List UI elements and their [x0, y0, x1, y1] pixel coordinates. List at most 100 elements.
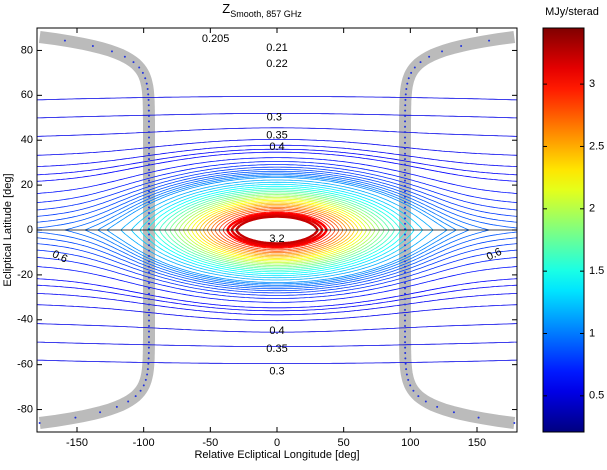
contour-line	[37, 161, 517, 299]
ecliptic-dot	[147, 152, 150, 155]
ecliptic-dot	[404, 131, 407, 134]
ecliptic-dot	[147, 158, 150, 161]
ecliptic-dot	[148, 255, 150, 258]
ecliptic-dot	[127, 400, 130, 403]
contour-label: 0.22	[266, 58, 287, 70]
contour-line	[37, 151, 517, 309]
x-tick-label: 150	[468, 437, 486, 449]
ecliptic-dot	[147, 335, 150, 338]
y-tick-label: 60	[21, 89, 33, 101]
y-axis-label: Ecliptical Latitude [deg]	[2, 173, 14, 286]
ecliptic-dot	[148, 287, 150, 290]
ecliptic-dot	[148, 195, 150, 198]
ecliptic-dot	[404, 271, 406, 274]
colorbar-tick-label: 1	[589, 327, 595, 339]
ecliptic-dot	[147, 314, 150, 317]
ecliptic-dot	[146, 88, 149, 91]
contour-label: 0.4	[269, 141, 284, 153]
contour-line	[37, 144, 517, 316]
ecliptic-dot	[404, 190, 406, 193]
ecliptic-dot	[148, 281, 150, 284]
ecliptic-dot	[404, 206, 406, 209]
y-tick-label: 0	[27, 224, 33, 236]
ecliptic-dot	[147, 341, 150, 344]
x-tick-label: -50	[202, 437, 218, 449]
ecliptic-dot	[404, 287, 406, 290]
ecliptic-dot	[147, 330, 150, 333]
contour-line	[210, 206, 344, 254]
contour-line	[203, 204, 351, 256]
ecliptic-dot	[147, 319, 150, 322]
ecliptic-dot	[477, 416, 480, 419]
ecliptic-dot	[148, 185, 150, 188]
contour-line	[153, 187, 401, 273]
ecliptic-dot	[404, 136, 407, 139]
ecliptic-dot	[147, 325, 150, 328]
ecliptic-dot	[147, 109, 150, 112]
contour-line	[37, 157, 517, 303]
contour-line	[222, 211, 332, 249]
ecliptic-dot	[147, 104, 150, 107]
ecliptic-dot	[139, 389, 142, 392]
ecliptic-dot	[148, 249, 150, 252]
ecliptic-dot	[404, 238, 406, 241]
colorbar-tick-label: 3	[589, 78, 595, 90]
ecliptic-dot	[147, 125, 150, 128]
ecliptic-dot	[147, 292, 150, 295]
ecliptic-dot	[404, 104, 407, 107]
ecliptic-dot	[404, 147, 407, 150]
ecliptic-dot	[148, 190, 150, 193]
ecliptic-dot	[147, 93, 150, 96]
ecliptic-dot	[404, 168, 406, 171]
ecliptic-dot	[405, 88, 408, 91]
ecliptic-dot	[147, 120, 150, 123]
ecliptic-dot	[404, 233, 406, 236]
contour-label: 0.6	[50, 248, 69, 265]
ecliptic-dot	[132, 61, 135, 64]
contour-line	[131, 181, 423, 279]
ecliptic-dot	[404, 120, 407, 123]
ecliptic-dot	[513, 422, 516, 425]
ecliptic-dot	[404, 351, 407, 354]
ecliptic-dot	[147, 346, 150, 349]
y-tick-label: 20	[21, 179, 33, 191]
ecliptic-dot	[147, 357, 150, 360]
ecliptic-dot	[404, 109, 407, 112]
ecliptic-dot	[147, 147, 150, 150]
ecliptic-dot	[404, 362, 407, 365]
ecliptic-dot	[404, 314, 407, 317]
ecliptic-dot	[148, 206, 150, 209]
ecliptic-dot	[441, 50, 444, 53]
ecliptic-dot	[147, 308, 150, 311]
ecliptic-dot	[147, 98, 150, 101]
contour-line	[37, 166, 517, 294]
x-axis-label: Relative Ecliptical Longitude [deg]	[194, 449, 359, 461]
chart-title: ZSmooth, 857 GHz	[222, 1, 302, 19]
ecliptic-dot	[138, 66, 141, 69]
ecliptic-dot	[405, 373, 408, 376]
y-tick-label: -40	[17, 314, 33, 326]
colorbar-label: MJy/sterad	[545, 6, 599, 18]
ecliptic-dot	[404, 292, 407, 295]
contour-label: 0.35	[266, 130, 287, 142]
ecliptic-dot	[145, 82, 148, 85]
ecliptic-dot	[147, 141, 150, 144]
ecliptic-dot	[409, 384, 412, 387]
contour-line	[139, 183, 415, 277]
contour-line	[37, 148, 517, 312]
ecliptic-dot	[404, 341, 407, 344]
contour-label: 0.35	[266, 343, 287, 355]
ecliptic-dot	[404, 125, 407, 128]
ecliptic-dot	[404, 179, 406, 182]
ecliptic-dot	[146, 373, 149, 376]
ecliptic-dot	[404, 195, 406, 198]
ecliptic-dot	[404, 222, 406, 225]
ecliptic-dot	[452, 411, 455, 414]
ecliptic-dot	[404, 335, 407, 338]
ecliptic-dot	[147, 351, 150, 354]
contour-line	[214, 208, 340, 252]
x-tick-label: -100	[133, 437, 155, 449]
ecliptic-dot	[147, 362, 150, 365]
